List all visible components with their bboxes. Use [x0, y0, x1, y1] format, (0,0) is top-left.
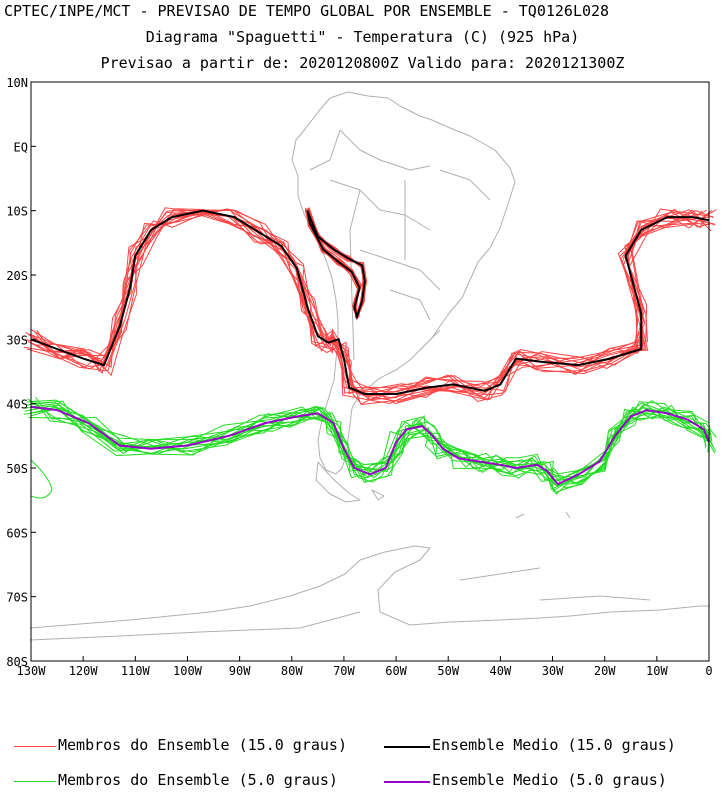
x-tick-label: 110W [121, 664, 151, 678]
x-tick-label: 30W [542, 664, 564, 678]
member-line-15 [25, 211, 716, 405]
forecast-validity: Previsao a partir de: 2020120800Z Valido… [100, 54, 625, 72]
y-tick-label: EQ [14, 140, 28, 154]
member-line-5-edge [30, 459, 53, 499]
y-tick-label: 80S [6, 655, 28, 669]
mean-line-15-andes [306, 210, 366, 321]
x-tick-label: 40W [490, 664, 512, 678]
x-tick-label: 100W [173, 664, 203, 678]
y-tick-label: 30S [6, 333, 28, 347]
ensemble-members [23, 206, 717, 499]
legend-label-member5: Membros do Ensemble (5.0 graus) [58, 771, 338, 789]
legend-swatch-mean5 [384, 781, 430, 783]
title-line-1: CPTEC/INPE/MCT - PREVISAO DE TEMPO GLOBA… [4, 2, 610, 20]
country-borders [309, 129, 491, 361]
legend-swatch-member5 [14, 781, 56, 782]
coastline-map [29, 91, 710, 641]
y-tick-label: 20S [6, 269, 28, 283]
coastline-islands [315, 461, 571, 519]
member-line-15 [35, 211, 704, 393]
y-tick-label: 70S [6, 591, 28, 605]
x-tick-label: 20W [594, 664, 616, 678]
chart-title: Diagrama "Spaguetti" - Temperatura (C) (… [145, 28, 580, 46]
legend-swatch-mean15 [384, 746, 430, 748]
legend-label-mean15: Ensemble Medio (15.0 graus) [432, 736, 676, 754]
y-tick-label: 40S [6, 398, 28, 412]
mean-line-15 [30, 209, 710, 395]
mean-line-5 [30, 405, 710, 486]
ensemble-means [30, 209, 710, 486]
y-tick-label: 10S [6, 205, 28, 219]
x-tick-label: 60W [385, 664, 407, 678]
member-line-15 [37, 208, 710, 401]
y-tick-label: 10N [6, 76, 28, 90]
axis-ticks: 130W 120W 110W 100W 90W 80W 70W 60W 50W 40W 30W 20W… [6, 76, 712, 678]
x-tick-label: 80W [281, 664, 303, 678]
y-tick-label: 50S [6, 462, 28, 476]
legend-label-mean5: Ensemble Medio (5.0 graus) [432, 771, 667, 789]
member-line-15 [27, 210, 715, 399]
member-line-15 [30, 209, 714, 392]
member-line-5 [25, 403, 703, 475]
x-tick-label: 90W [229, 664, 251, 678]
x-tick-label: 0 [705, 664, 712, 678]
member-line-15 [23, 209, 717, 406]
member-line-15 [27, 208, 707, 397]
legend-label-member15: Membros do Ensemble (15.0 graus) [58, 736, 347, 754]
member-line-15 [32, 208, 713, 403]
member-line-15 [33, 209, 712, 405]
x-tick-label: 120W [69, 664, 99, 678]
member-line-15 [35, 207, 711, 405]
member-line-15 [36, 208, 703, 401]
y-tick-label: 60S [6, 526, 28, 540]
x-tick-label: 70W [333, 664, 355, 678]
coastline-antarctica [29, 545, 710, 641]
plot-frame [30, 81, 710, 662]
legend-swatch-member15 [14, 746, 56, 747]
x-tick-label: 130W [17, 664, 47, 678]
member-line-15 [24, 212, 709, 403]
x-tick-label: 10W [646, 664, 668, 678]
spaghetti-chart: 130W 120W 110W 100W 90W 80W 70W 60W 50W 40W 30W 20W… [6, 76, 717, 678]
x-tick-label: 50W [437, 664, 459, 678]
